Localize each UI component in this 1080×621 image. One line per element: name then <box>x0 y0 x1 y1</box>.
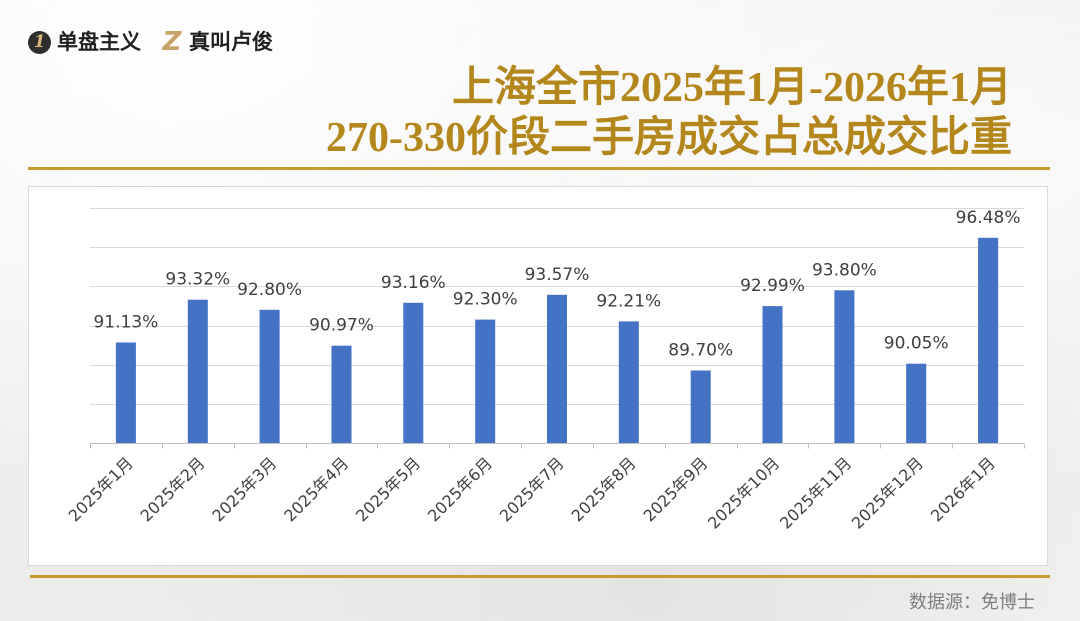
danpan-logo-icon: 1 <box>28 30 51 54</box>
x-tick-label-3: 2025年3月 <box>208 453 280 525</box>
x-tick-label-11: 2025年11月 <box>776 453 855 532</box>
bar-3 <box>259 309 280 443</box>
bar-10 <box>762 306 783 443</box>
bar-4 <box>331 345 352 443</box>
value-label-6: 92.30% <box>453 290 518 310</box>
bar-8 <box>618 321 639 443</box>
value-label-7: 93.57% <box>525 265 590 285</box>
x-tick-label-10: 2025年10月 <box>704 453 783 532</box>
value-labels: 91.13% 93.32% 92.80% 90.97% 93.16% 92.30% 93.5… <box>93 208 1020 361</box>
x-tick-label-8: 2025年8月 <box>568 453 640 525</box>
x-tick-label-13: 2026年1月 <box>927 453 999 525</box>
bar-2 <box>187 299 208 443</box>
x-tick-label-7: 2025年7月 <box>496 453 568 525</box>
value-label-4: 90.97% <box>309 316 374 336</box>
value-label-1: 91.13% <box>93 313 158 333</box>
value-label-12: 90.05% <box>884 334 949 354</box>
chart-title-line-2: 270-330价段二手房成交占总成交比重 <box>326 115 1012 161</box>
x-tick-labels: 2025年1月 2025年2月 2025年3月 2025年4月 2025年5月 2025年… <box>65 453 999 532</box>
x-tick-label-9: 2025年9月 <box>639 453 711 525</box>
bottom-divider <box>30 575 1050 578</box>
chart-panel: 91.13% 93.32% 92.80% 90.97% 93.16% 92.30% 93.5… <box>28 186 1048 566</box>
bar-1 <box>115 342 136 443</box>
bar-7 <box>547 294 567 443</box>
bar-5 <box>403 302 424 443</box>
bar-chart: 91.13% 93.32% 92.80% 90.97% 93.16% 92.30% 93.5… <box>65 208 1025 533</box>
x-axis <box>90 443 1025 449</box>
data-source-note: 数据源：免博士 <box>909 592 1035 613</box>
brand-logos: 1 单盘主义 Z 真叫卢俊 <box>28 28 273 56</box>
x-tick-label-4: 2025年4月 <box>280 453 352 525</box>
bar-6 <box>475 319 496 443</box>
chart-title: 上海全市2025年1月-2026年1月 270-330价段二手房成交占总成交比重 <box>326 63 1012 163</box>
zhenjiao-logo-icon: Z <box>162 27 182 57</box>
value-label-11: 93.80% <box>812 260 877 280</box>
x-tick-label-5: 2025年5月 <box>352 453 424 525</box>
bar-11 <box>834 290 855 443</box>
value-label-10: 92.99% <box>740 276 805 296</box>
x-tick-label-12: 2025年12月 <box>848 453 927 532</box>
zhenjiao-logo-name: 真叫卢俊 <box>189 30 273 54</box>
value-label-2: 93.32% <box>165 270 230 290</box>
value-label-9: 89.70% <box>668 341 733 361</box>
value-label-13: 96.48% <box>956 208 1021 228</box>
danpan-logo-name: 单盘主义 <box>57 30 141 54</box>
x-tick-label-1: 2025年1月 <box>65 453 137 525</box>
value-label-5: 93.16% <box>381 273 446 293</box>
x-tick-label-6: 2025年6月 <box>424 453 496 525</box>
bars <box>115 237 999 443</box>
top-divider <box>28 167 1050 170</box>
chart-title-line-1: 上海全市2025年1月-2026年1月 <box>452 65 1012 111</box>
value-label-3: 92.80% <box>237 280 302 300</box>
bar-9 <box>690 370 711 443</box>
x-tick-label-2: 2025年2月 <box>137 453 209 525</box>
bar-12 <box>906 363 927 443</box>
bar-13 <box>978 237 999 443</box>
value-label-8: 92.21% <box>596 291 661 311</box>
